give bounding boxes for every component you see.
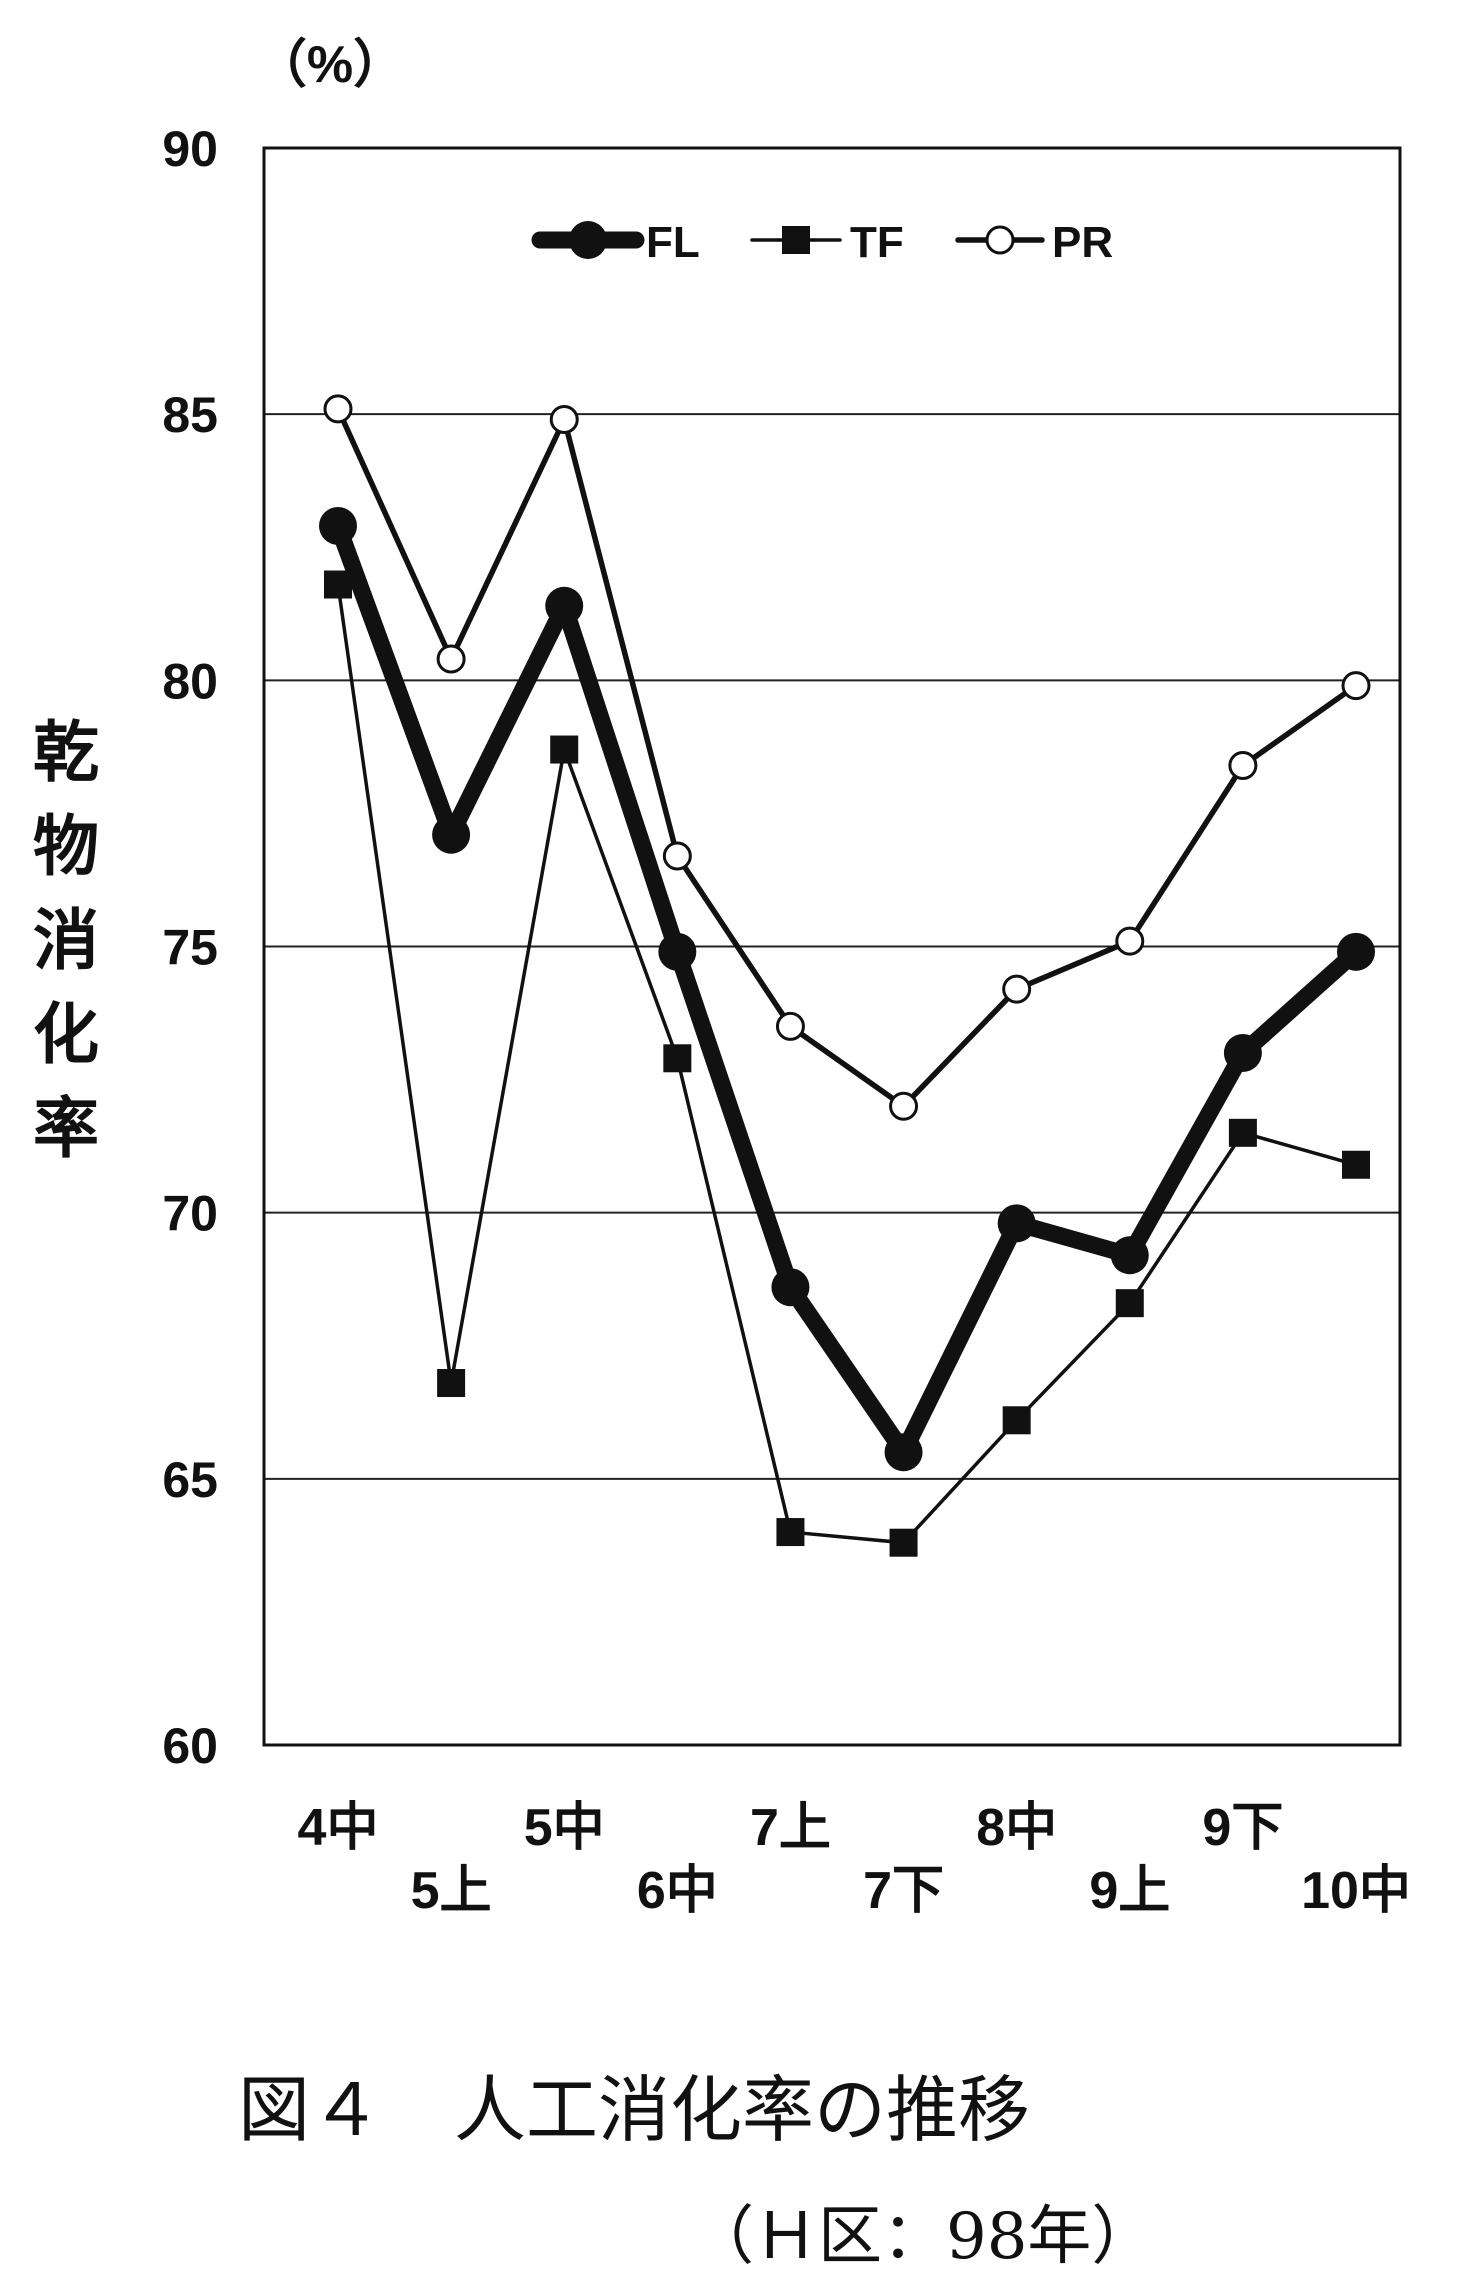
y-axis-label: 乾物消化率 (33, 715, 99, 1165)
figure-caption-subtitle: （Ｈ区：98年） (690, 2200, 1155, 2274)
point-marker-tf (1115, 1289, 1144, 1318)
point-marker-pr (1341, 671, 1371, 701)
series-line-fl (329, 517, 1365, 1461)
x-tick-label: 7下 (863, 1862, 944, 1920)
legend-item-fl: FL (531, 218, 700, 267)
point-marker-pr (1228, 751, 1258, 781)
x-tick-label: 6中 (637, 1862, 718, 1920)
y-axis-tick-labels: 60 65 70 75 80 85 90 (162, 121, 218, 1774)
x-tick-label: 9下 (1202, 1799, 1283, 1857)
point-marker-tf (663, 1044, 692, 1073)
point-marker-tf (550, 735, 579, 764)
point-marker-fl (1223, 1033, 1262, 1072)
series-line-tf (336, 582, 1358, 1545)
x-tick-label: 5上 (411, 1862, 492, 1920)
point-marker-pr (1115, 926, 1145, 956)
legend-label: PR (1052, 218, 1113, 267)
x-tick-label: 7上 (750, 1799, 831, 1857)
point-marker-fl (658, 932, 697, 971)
gridlines (264, 413, 1400, 1480)
legend-marker (569, 221, 607, 259)
point-marker-fl (884, 1433, 923, 1472)
point-marker-tf (776, 1518, 805, 1547)
legend: FL TF PR (531, 218, 1113, 267)
point-marker-pr (436, 644, 466, 674)
point-marker-fl (545, 586, 584, 625)
point-marker-pr (323, 394, 353, 424)
point-marker-pr (549, 404, 579, 434)
point-marker-fl (432, 815, 471, 854)
series-pr (323, 394, 1371, 1121)
plot-area-frame (262, 146, 1402, 1747)
point-marker-pr (662, 841, 692, 871)
point-marker-fl (997, 1204, 1036, 1243)
point-marker-tf (1342, 1150, 1370, 1179)
x-tick-label: 8中 (976, 1799, 1057, 1857)
point-marker-tf (1228, 1118, 1257, 1147)
series-line-pr (335, 406, 1359, 1109)
y-axis-unit-label: （%） (255, 36, 405, 94)
figure-caption-title: 図４ 人工消化率の推移 (238, 2068, 1030, 2152)
point-marker-fl (319, 506, 357, 545)
point-marker-tf (437, 1369, 466, 1398)
legend-marker (782, 226, 810, 254)
y-tick-label: 60 (162, 1718, 218, 1774)
x-tick-label: 4中 (298, 1799, 379, 1857)
y-tick-label: 70 (162, 1186, 218, 1242)
point-marker-pr (775, 1011, 805, 1041)
y-tick-label: 85 (162, 387, 218, 443)
x-tick-label: 9上 (1089, 1862, 1170, 1920)
y-tick-label: 65 (162, 1452, 218, 1508)
legend-label: TF (850, 218, 904, 267)
series-tf (324, 570, 1370, 1557)
legend-label: FL (646, 218, 700, 267)
y-tick-label: 80 (162, 653, 218, 709)
legend-item-pr: PR (955, 218, 1113, 267)
point-marker-pr (889, 1091, 919, 1121)
point-marker-tf (889, 1528, 918, 1557)
legend-marker (985, 225, 1015, 255)
point-marker-tf (1002, 1406, 1031, 1435)
point-marker-fl (771, 1268, 810, 1307)
x-tick-label: 5中 (524, 1799, 605, 1857)
point-marker-fl (1337, 932, 1375, 971)
x-tick-label: 10中 (1301, 1862, 1411, 1920)
x-axis-tick-labels: 4中 5上 5中 6中 7上 7下 8中 9上 9下 10中 (298, 1799, 1411, 1920)
point-marker-fl (1110, 1236, 1149, 1275)
y-tick-label: 90 (162, 121, 218, 177)
y-tick-label: 75 (162, 920, 218, 976)
point-marker-pr (1002, 974, 1032, 1004)
data-series (319, 394, 1375, 1557)
legend-item-tf: TF (750, 218, 904, 267)
series-fl (319, 506, 1375, 1472)
